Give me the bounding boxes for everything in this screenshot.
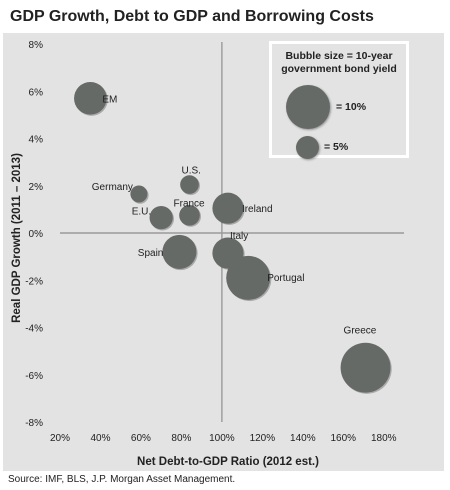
- y-tick-label: -6%: [25, 371, 43, 382]
- chart-title: GDP Growth, Debt to GDP and Borrowing Co…: [10, 8, 374, 25]
- bubble-label: Germany: [92, 182, 133, 193]
- bubble-label: Portugal: [267, 273, 304, 284]
- y-tick-label: 4%: [29, 135, 44, 146]
- bubble-portugal: [226, 255, 271, 300]
- bubble-eu: [149, 206, 173, 230]
- bubble-label: E.U.: [132, 207, 151, 218]
- y-tick-label: 8%: [29, 40, 44, 51]
- x-tick-label: 100%: [209, 433, 235, 444]
- x-tick-label: 60%: [131, 433, 151, 444]
- bubble-em: [74, 82, 107, 115]
- y-tick-label: -4%: [25, 324, 43, 335]
- legend-title-line2: government bond yield: [281, 63, 397, 75]
- x-tick-label: 180%: [371, 433, 397, 444]
- chart-panel: 8% 6% 4% 2% 0% -2% -4% -6% -8% 20% 40% 60% 80% 100% 12…: [3, 33, 444, 471]
- bubble-size-legend: Bubble size = 10-year government bond yi…: [269, 41, 409, 159]
- bubble-label: Ireland: [242, 204, 273, 215]
- bubble-label: Italy: [230, 231, 248, 242]
- axes-layer: 8% 6% 4% 2% 0% -2% -4% -6% -8% 20% 40% 60% 80% 100% 12…: [25, 40, 404, 444]
- legend-small-label: = 5%: [324, 141, 349, 153]
- x-tick-label: 160%: [331, 433, 357, 444]
- source-note: Source: IMF, BLS, J.P. Morgan Asset Mana…: [8, 474, 236, 485]
- bubble-france: [179, 204, 200, 226]
- bubble-label: U.S.: [182, 166, 201, 177]
- bubble-ireland: [212, 192, 244, 224]
- bubble-us: [180, 175, 199, 194]
- legend-small-bubble: [296, 136, 319, 159]
- y-tick-label: 6%: [29, 87, 44, 98]
- x-axis-title: Net Debt-to-GDP Ratio (2012 est.): [137, 456, 319, 468]
- y-tick-label: 0%: [29, 229, 44, 240]
- y-tick-label: -8%: [25, 418, 43, 429]
- bubble-label: Spain: [138, 248, 164, 259]
- scatter-plot: 8% 6% 4% 2% 0% -2% -4% -6% -8% 20% 40% 60% 80% 100% 12…: [11, 40, 404, 468]
- bubble-label: EM: [102, 94, 117, 105]
- y-tick-label: -2%: [25, 276, 43, 287]
- legend-title: Bubble size = 10-year government bond yi…: [272, 50, 406, 76]
- x-tick-label: 120%: [250, 433, 276, 444]
- legend-title-line1: Bubble size = 10-year: [285, 50, 393, 62]
- legend-large-label: = 10%: [336, 101, 367, 113]
- labels-layer: EM Germany U.S. France E.U. Ireland Spain Italy…: [92, 94, 377, 336]
- bubble-spain: [162, 234, 197, 269]
- legend-large-bubble: [286, 85, 330, 129]
- bubble-label: Greece: [344, 326, 377, 337]
- y-tick-label: 2%: [29, 182, 44, 193]
- x-tick-label: 140%: [290, 433, 316, 444]
- x-tick-label: 20%: [50, 433, 70, 444]
- bubble-greece: [340, 342, 391, 393]
- y-axis-title: Real GDP Growth (2011 – 2013): [11, 153, 23, 323]
- bubbles-layer: [74, 82, 392, 394]
- x-tick-label: 80%: [171, 433, 191, 444]
- x-tick-label: 40%: [90, 433, 110, 444]
- bubble-label: France: [174, 198, 206, 209]
- bubble-germany: [130, 185, 148, 203]
